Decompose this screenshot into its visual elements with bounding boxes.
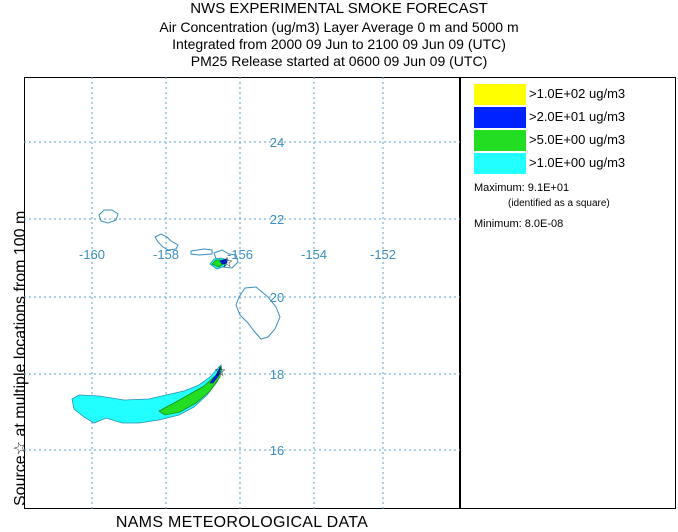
plume-south-green [158, 366, 222, 416]
source-star-icon-south: ☆ [214, 363, 227, 379]
smoke-plume-maui: ☆ [209, 254, 234, 270]
legend-label-1: >1.0E+02 ug/m3 [529, 86, 626, 101]
integration-period-subtitle: Integrated from 2000 09 Jun to 2100 09 J… [172, 36, 506, 52]
maximum-value: Maximum: 9.1E+01 [474, 182, 570, 194]
smoke-plume-south: ☆ [71, 363, 227, 424]
legend-swatch-yellow [474, 84, 526, 105]
latitude-label-16: 16 [270, 443, 284, 458]
release-start-subtitle: PM25 Release started at 0600 09 Jun 09 (… [190, 53, 488, 69]
meteorological-data-caption: NAMS METEOROLOGICAL DATA [115, 514, 369, 531]
island-hawaii [235, 286, 281, 340]
map-panel [24, 77, 460, 509]
forecast-title: NWS EXPERIMENTAL SMOKE FORECAST [190, 0, 488, 17]
legend-label-4: >1.0E+00 ug/m3 [529, 155, 626, 170]
island-kauai [98, 209, 119, 224]
plume-maui-blue [219, 258, 228, 265]
latitude-label-22: 22 [270, 212, 284, 227]
concentration-layer-subtitle: Air Concentration (ug/m3) Layer Average … [159, 19, 519, 35]
island-oahu [154, 233, 179, 251]
latitude-label-20: 20 [270, 290, 284, 305]
latitude-label-24: 24 [270, 135, 284, 150]
map-canvas: -160 -158 -156 -154 -152 24 22 20 18 16 … [24, 77, 460, 509]
coastlines [98, 209, 281, 340]
island-molokai [190, 248, 213, 256]
longitude-label-160: -160 [79, 247, 105, 262]
latitude-label-18: 18 [270, 367, 284, 382]
longitude-label-156: -156 [227, 247, 253, 262]
maximum-note: (identified as a square) [508, 198, 610, 209]
minimum-value: Minimum: 8.0E-08 [474, 218, 564, 230]
legend-label-2: >2.0E+01 ug/m3 [529, 109, 626, 124]
legend-swatch-blue [474, 107, 526, 128]
legend-panel [460, 77, 676, 509]
longitude-label-152: -152 [370, 247, 396, 262]
plume-south-blue [209, 367, 221, 384]
longitude-label-158: -158 [153, 247, 179, 262]
source-star-icon-maui: ☆ [221, 254, 234, 270]
legend-swatch-green [474, 130, 526, 151]
gridlines [24, 77, 460, 509]
legend-label-3: >5.0E+00 ug/m3 [529, 132, 626, 147]
longitude-label-154: -154 [301, 247, 327, 262]
legend-swatch-cyan [474, 153, 526, 174]
